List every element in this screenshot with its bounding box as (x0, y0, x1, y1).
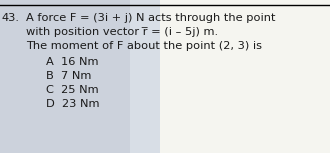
Text: B  7 Nm: B 7 Nm (46, 71, 91, 81)
Text: A force F = (3i + j) N acts through the point: A force F = (3i + j) N acts through the … (26, 13, 276, 23)
Text: A  16 Nm: A 16 Nm (46, 57, 98, 67)
Bar (130, 0, 330, 153)
Text: C  25 Nm: C 25 Nm (46, 85, 99, 95)
Text: with position vector r̅ = (i – 5j) m.: with position vector r̅ = (i – 5j) m. (26, 27, 218, 37)
Bar (0, 0, 160, 153)
Text: 43.: 43. (2, 13, 20, 23)
Text: The moment of F about the point (2, 3) is: The moment of F about the point (2, 3) i… (26, 41, 262, 51)
Text: D  23 Nm: D 23 Nm (46, 99, 100, 109)
